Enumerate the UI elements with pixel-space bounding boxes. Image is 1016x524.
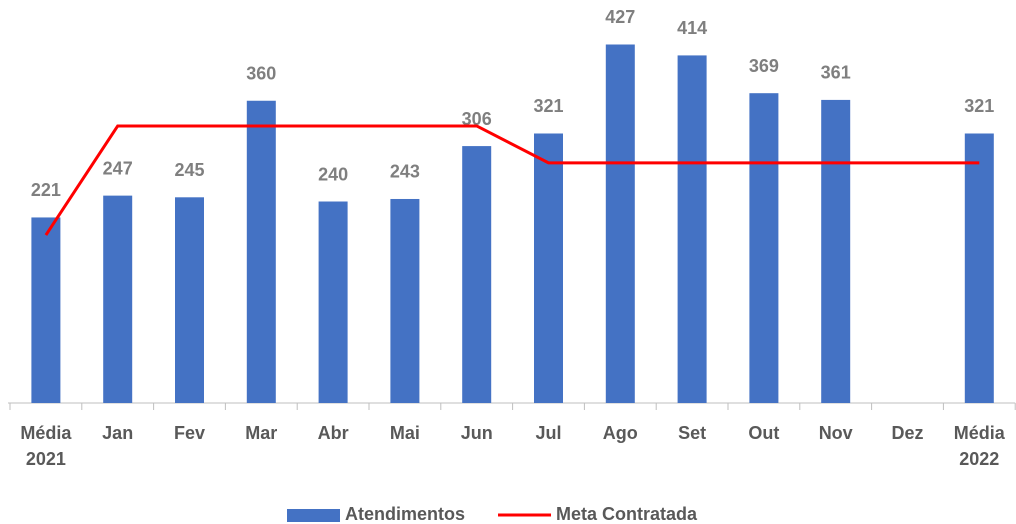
- data-label: 369: [749, 56, 779, 76]
- bar: [534, 133, 563, 403]
- data-label: 240: [318, 164, 348, 184]
- legend-label: Atendimentos: [345, 504, 465, 524]
- data-label: 243: [390, 162, 420, 182]
- data-label: 427: [605, 7, 635, 27]
- line: [44, 124, 980, 236]
- legend-label: Meta Contratada: [556, 504, 698, 524]
- bar: [605, 44, 635, 403]
- x-tick-label: Nov: [818, 423, 853, 443]
- bar: [246, 100, 276, 403]
- bar: [318, 201, 348, 403]
- data-label: 306: [462, 109, 492, 129]
- data-label: 321: [533, 96, 563, 116]
- data-label: 321: [964, 96, 994, 116]
- bar: [964, 133, 994, 403]
- x-tick-label: Abr: [317, 423, 349, 443]
- x-tick-label: Set: [678, 423, 707, 443]
- data-label: 245: [174, 160, 204, 180]
- bar: [677, 55, 707, 403]
- data-label: 414: [677, 18, 707, 38]
- bar: [103, 195, 133, 403]
- x-tick-label: Mai: [389, 423, 420, 443]
- data-label: 360: [246, 64, 276, 84]
- x-tick-label: Fev: [173, 423, 205, 443]
- data-label: 221: [31, 180, 61, 200]
- bar: [175, 197, 204, 403]
- x-tick-label: Ago: [602, 423, 638, 443]
- bar: [390, 198, 420, 403]
- bar: [462, 146, 492, 403]
- x-tick-label: Jun: [460, 423, 493, 443]
- x-tick-label: Média 2022: [953, 423, 1005, 469]
- x-tick-label: Mar: [245, 423, 278, 443]
- x-tick-label: Out: [748, 423, 780, 443]
- x-tick-label: Dez: [891, 423, 924, 443]
- legend-swatch: [287, 509, 340, 522]
- data-label: 361: [821, 63, 851, 83]
- x-tick-label: Jan: [102, 423, 134, 443]
- bar: [749, 93, 779, 403]
- data-label: 247: [103, 158, 133, 178]
- x-tick-label: Jul: [535, 423, 562, 443]
- bar: [821, 99, 851, 404]
- x-tick-label: Média 2021: [20, 423, 72, 469]
- bar: [31, 217, 61, 403]
